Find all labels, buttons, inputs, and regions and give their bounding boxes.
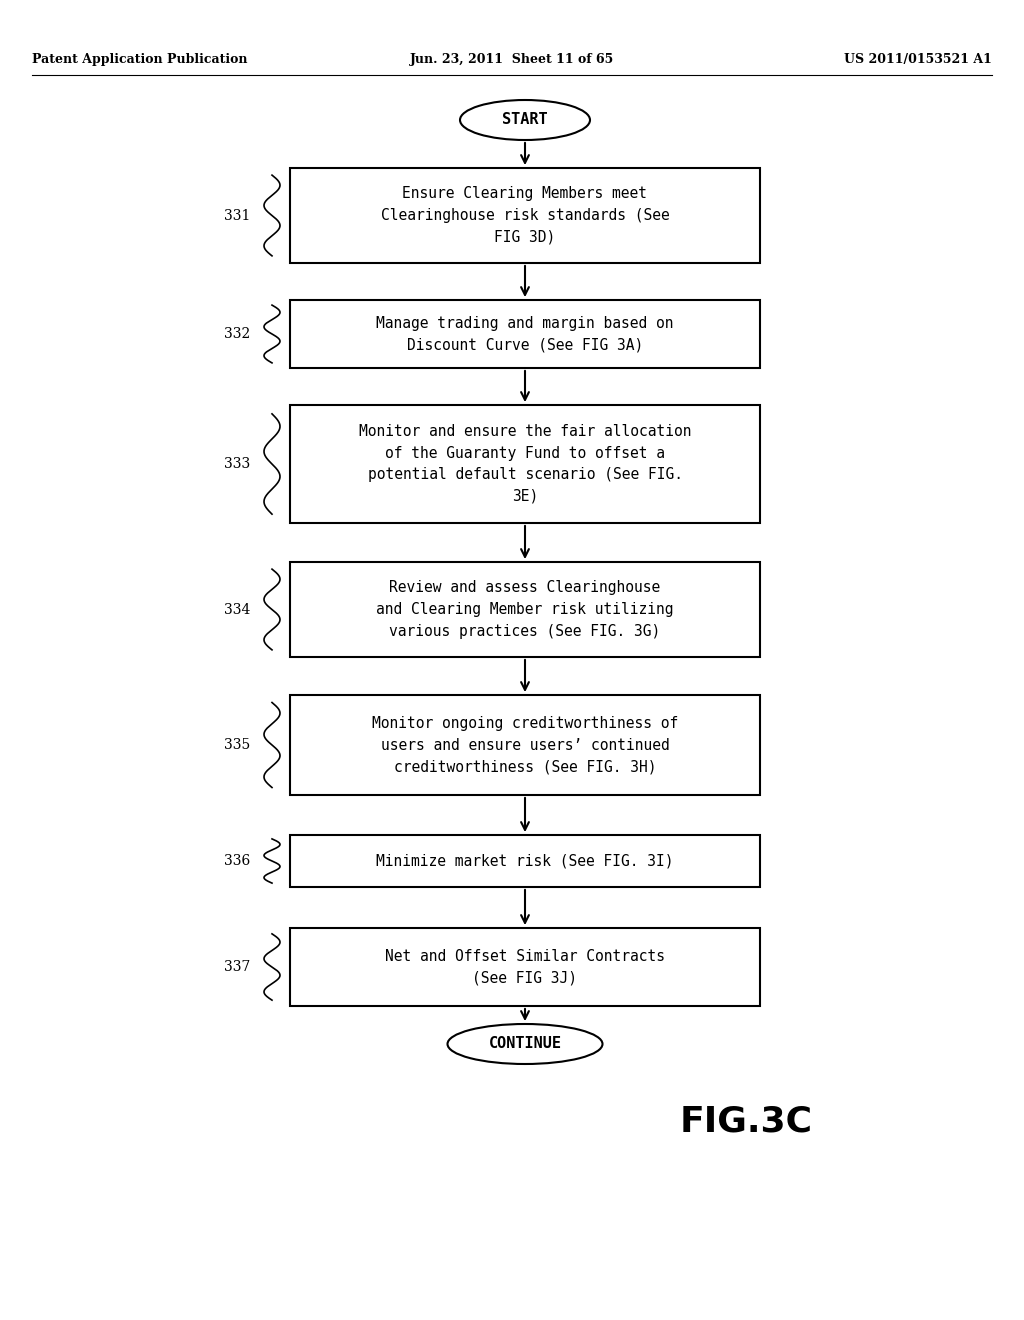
- Text: 333: 333: [224, 457, 250, 471]
- Text: 334: 334: [223, 602, 250, 616]
- FancyBboxPatch shape: [290, 696, 760, 795]
- Ellipse shape: [447, 1024, 602, 1064]
- Text: 331: 331: [223, 209, 250, 223]
- Text: Manage trading and margin based on
Discount Curve (See FIG 3A): Manage trading and margin based on Disco…: [376, 315, 674, 352]
- Text: Patent Application Publication: Patent Application Publication: [32, 54, 248, 66]
- FancyBboxPatch shape: [290, 405, 760, 523]
- Ellipse shape: [460, 100, 590, 140]
- FancyBboxPatch shape: [290, 300, 760, 368]
- Text: 335: 335: [224, 738, 250, 752]
- Text: CONTINUE: CONTINUE: [488, 1036, 561, 1052]
- Text: Net and Offset Similar Contracts
(See FIG 3J): Net and Offset Similar Contracts (See FI…: [385, 949, 665, 985]
- Text: START: START: [502, 112, 548, 128]
- Text: 332: 332: [224, 327, 250, 341]
- Text: Monitor ongoing creditworthiness of
users and ensure users’ continued
creditwort: Monitor ongoing creditworthiness of user…: [372, 715, 678, 774]
- Text: US 2011/0153521 A1: US 2011/0153521 A1: [844, 54, 992, 66]
- FancyBboxPatch shape: [290, 928, 760, 1006]
- FancyBboxPatch shape: [290, 836, 760, 887]
- FancyBboxPatch shape: [290, 168, 760, 263]
- Text: Minimize market risk (See FIG. 3I): Minimize market risk (See FIG. 3I): [376, 854, 674, 869]
- Text: 337: 337: [223, 960, 250, 974]
- Text: Monitor and ensure the fair allocation
of the Guaranty Fund to offset a
potentia: Monitor and ensure the fair allocation o…: [358, 424, 691, 504]
- Text: 336: 336: [224, 854, 250, 869]
- Text: Ensure Clearing Members meet
Clearinghouse risk standards (See
FIG 3D): Ensure Clearing Members meet Clearinghou…: [381, 186, 670, 244]
- FancyBboxPatch shape: [290, 562, 760, 657]
- Text: Review and assess Clearinghouse
and Clearing Member risk utilizing
various pract: Review and assess Clearinghouse and Clea…: [376, 581, 674, 639]
- Text: FIG.3C: FIG.3C: [680, 1104, 813, 1138]
- Text: Jun. 23, 2011  Sheet 11 of 65: Jun. 23, 2011 Sheet 11 of 65: [410, 54, 614, 66]
